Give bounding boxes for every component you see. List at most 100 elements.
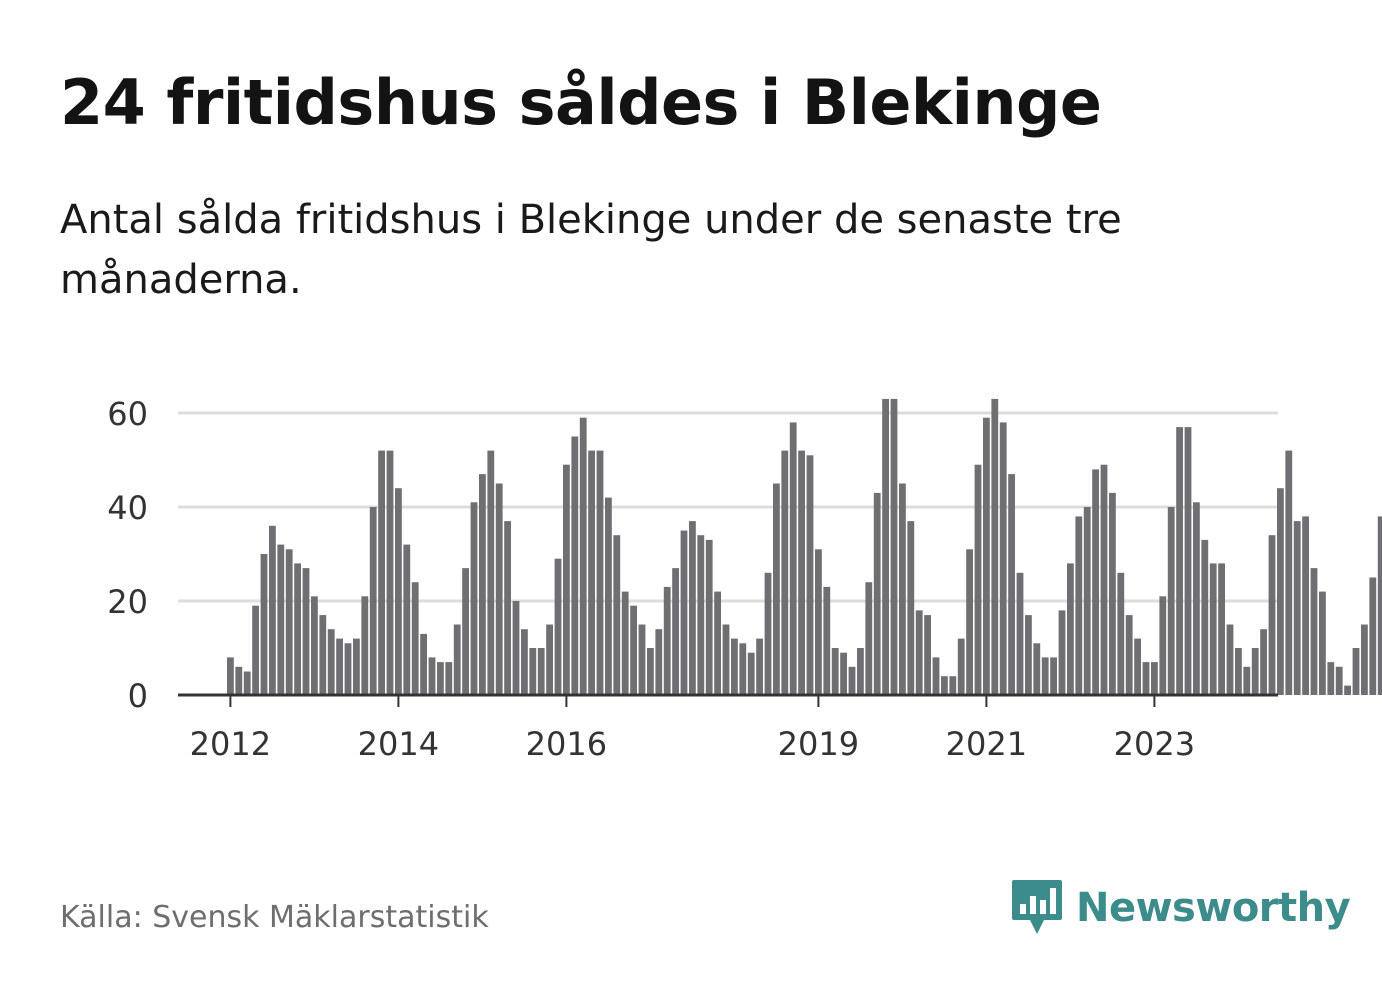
bar [680, 530, 688, 695]
bar [831, 648, 839, 695]
bar [739, 643, 747, 695]
bar [806, 455, 814, 695]
bar [420, 633, 427, 695]
bar [437, 662, 444, 695]
bar [529, 648, 537, 695]
bar [428, 657, 436, 695]
bar [1041, 657, 1049, 695]
bar [949, 676, 957, 695]
x-tick-label: 2021 [946, 725, 1027, 763]
bar [613, 535, 621, 695]
brand-logo: Newsworthy [1010, 878, 1351, 938]
bar [1335, 666, 1343, 695]
source-note: Källa: Svensk Mäklarstatistik [60, 900, 489, 935]
y-tick-label: 0 [128, 677, 148, 715]
bar [1058, 610, 1066, 695]
bar [991, 398, 999, 695]
bar [983, 417, 990, 695]
bar [1369, 577, 1377, 695]
bar [848, 666, 856, 695]
bar [487, 450, 495, 695]
bar [344, 643, 352, 695]
axes [178, 693, 1278, 707]
bar [269, 525, 276, 695]
bar [411, 582, 419, 695]
bar [1100, 464, 1108, 695]
bar [974, 464, 982, 695]
bar [1117, 572, 1125, 695]
bar [1033, 643, 1041, 695]
bar [873, 492, 881, 695]
bar [1209, 563, 1217, 695]
bar [957, 638, 965, 695]
bar [823, 586, 831, 695]
bar [966, 549, 973, 695]
bar [1310, 568, 1318, 695]
bar [1176, 427, 1183, 695]
bar [932, 657, 940, 695]
bar [235, 666, 243, 695]
bar [327, 629, 335, 695]
bar [1377, 516, 1382, 695]
bar [1050, 657, 1057, 695]
bar [638, 624, 646, 695]
bar [512, 601, 520, 695]
bar [789, 422, 797, 695]
bar [285, 549, 293, 695]
bar [1319, 591, 1326, 695]
x-tick-label: 2019 [778, 725, 859, 763]
x-tick-label: 2014 [358, 725, 439, 763]
bar [319, 615, 327, 695]
bar [924, 615, 931, 695]
bar [941, 676, 948, 695]
bar [1268, 535, 1276, 695]
bar [1293, 521, 1301, 695]
bar [663, 586, 671, 695]
bar [579, 417, 587, 695]
bar [445, 662, 453, 695]
bar [353, 638, 360, 695]
bar [1008, 474, 1015, 695]
bar [1193, 502, 1200, 695]
bar [1025, 615, 1032, 695]
bar [747, 652, 755, 695]
bar [1016, 572, 1024, 695]
bar [907, 521, 915, 695]
bar [369, 507, 377, 695]
y-tick-label: 60 [107, 395, 148, 433]
labels: 020406020122014201620192021202324 [107, 395, 1195, 763]
bar [462, 568, 469, 695]
bar [722, 624, 730, 695]
bar [1201, 539, 1209, 695]
bar [277, 544, 285, 695]
y-tick-label: 20 [107, 583, 148, 621]
bar [1075, 516, 1083, 695]
bar [882, 398, 889, 695]
bar [470, 502, 478, 695]
bar [1083, 507, 1091, 695]
bar [571, 436, 579, 695]
bar [302, 568, 310, 695]
bar [1235, 648, 1242, 695]
bar [840, 652, 847, 695]
bar [495, 483, 503, 695]
x-tick-label: 2012 [190, 725, 271, 763]
bar [1067, 563, 1074, 695]
bar [311, 596, 318, 695]
bar [386, 450, 394, 695]
bar [479, 474, 486, 695]
bar [260, 554, 268, 695]
bar [705, 539, 713, 695]
bar [1125, 615, 1133, 695]
bar [1142, 662, 1150, 695]
bar [1092, 469, 1099, 695]
bar-chart: 020406020122014201620192021202324 [107, 395, 1382, 763]
bar [361, 596, 369, 695]
bar [1361, 624, 1368, 695]
bar [899, 483, 906, 695]
bar [1327, 662, 1335, 695]
bar [588, 450, 595, 695]
bar [227, 657, 234, 695]
bar [915, 610, 923, 695]
bar [1285, 450, 1293, 695]
